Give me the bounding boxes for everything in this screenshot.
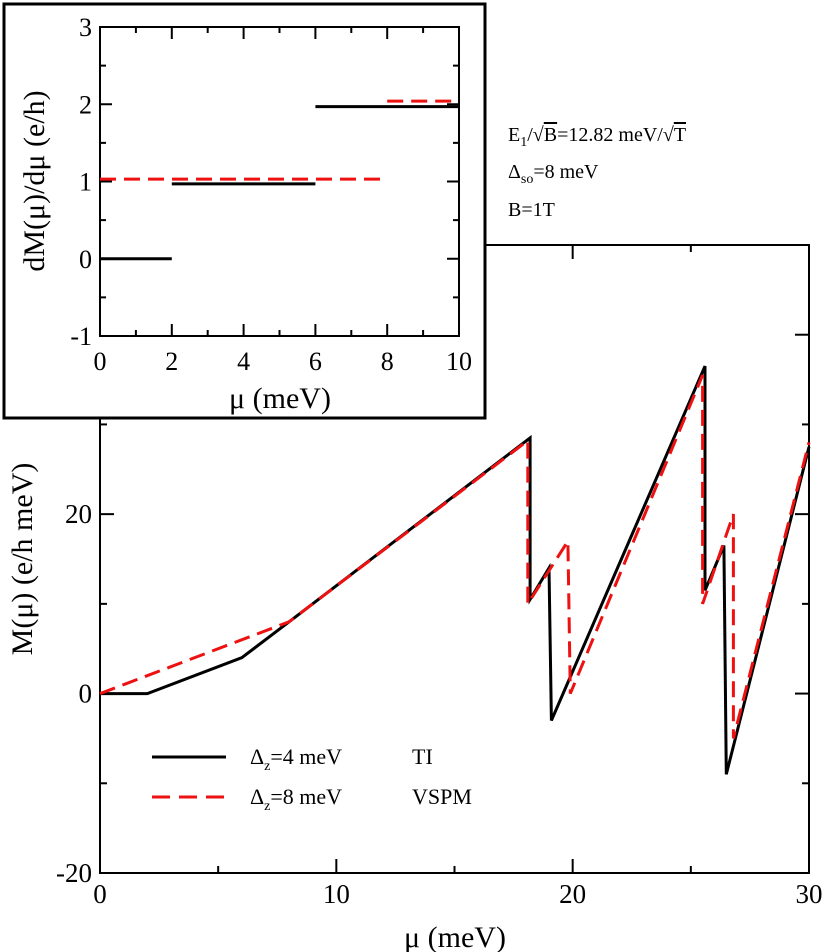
inset-x-tick-label: 6: [309, 347, 322, 376]
inset-y-tick-label: 3: [79, 13, 92, 42]
main-y-tick-label: 20: [65, 499, 92, 529]
main-y-mu: μ: [6, 603, 39, 619]
main-y-axis-label: M(μ) (e/h meV): [6, 463, 39, 656]
parameter-annotation: E1/√B=12.82 meV/√T Δso=8 meV B=1T: [508, 124, 686, 221]
main-series-line-0: [100, 365, 811, 775]
legend-label-ti: Δz=4 meV TI: [250, 744, 433, 774]
annotation-line-2: Δso=8 meV: [508, 161, 599, 187]
main-x-tick-label: 30: [796, 879, 823, 909]
main-series-line-1: [99, 374, 811, 739]
annotation-line-3: B=1T: [508, 199, 555, 221]
inset-y-tick-label: 0: [79, 245, 92, 274]
inset-x-tick-label: 2: [165, 347, 178, 376]
main-series-group: [99, 365, 811, 775]
inset-series-group: [100, 99, 459, 261]
inset-x-axis-label: μ (meV): [229, 382, 331, 415]
inset-y-axis-label: dM(μ)/dμ (e/h): [18, 90, 51, 271]
main-y-tick-label: -20: [56, 858, 92, 888]
main-x-tick-label: 20: [559, 879, 586, 909]
main-x-tick-label: 0: [93, 879, 107, 909]
inset-x-tick-label: 4: [237, 347, 250, 376]
main-x-axis-label: μ (meV): [404, 921, 506, 952]
legend-label-vspm: Δz=8 meV VSPM: [250, 784, 472, 814]
main-x-tick-label: 10: [323, 879, 350, 909]
inset-panel-border: [2, 2, 487, 420]
main-x-mu: μ: [404, 921, 420, 952]
annotation-line-1: E1/√B=12.82 meV/√T: [508, 124, 686, 150]
main-y-suffix: ) (e/h meV): [6, 463, 39, 603]
inset-x-tick-label: 8: [381, 347, 394, 376]
inset-x-tick-label: 10: [446, 347, 472, 376]
main-x-unit: (meV): [420, 921, 506, 952]
main-y-prefix: M(: [6, 619, 39, 656]
inset-y-tick-label: 1: [79, 168, 92, 197]
inset-y-tick-label: -1: [70, 322, 92, 351]
inset-y-tick-label: 2: [79, 90, 92, 119]
main-y-tick-label: 0: [79, 679, 93, 709]
inset-x-tick-label: 0: [94, 347, 107, 376]
legend: Δz=4 meV TI Δz=8 meV VSPM: [152, 744, 472, 814]
